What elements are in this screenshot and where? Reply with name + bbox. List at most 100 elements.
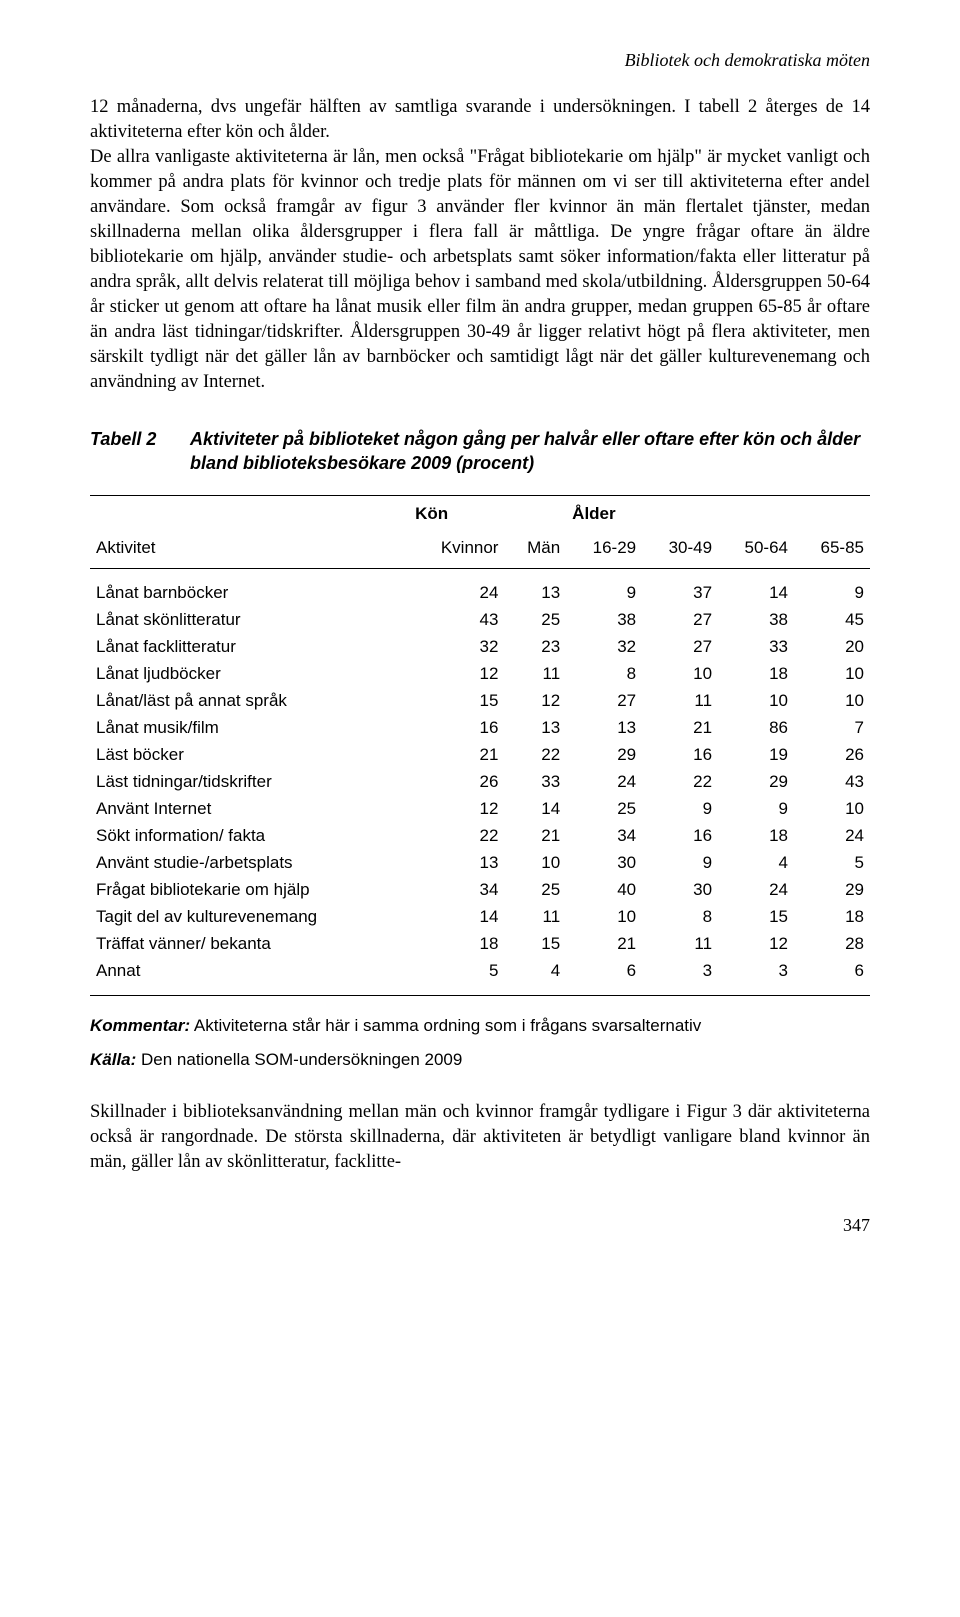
table-cell: 24 xyxy=(409,569,504,607)
table-cell: 20 xyxy=(794,634,870,661)
body-paragraphs: 12 månaderna, dvs ungefär hälften av sam… xyxy=(90,95,870,395)
table-cell: 32 xyxy=(566,634,642,661)
table-row: Frågat bibliotekarie om hjälp34254030242… xyxy=(90,877,870,904)
table-cell: 16 xyxy=(642,742,718,769)
paragraph-2: De allra vanligaste aktiviteterna är lån… xyxy=(90,147,870,392)
table-cell: Lånat facklitteratur xyxy=(90,634,409,661)
table-cell: 6 xyxy=(566,958,642,996)
table-cell: 26 xyxy=(409,769,504,796)
table-cell: 8 xyxy=(566,661,642,688)
table-row: Använt Internet1214259910 xyxy=(90,796,870,823)
table-cell: 14 xyxy=(718,569,794,607)
table-cell: 23 xyxy=(504,634,566,661)
table-cell: 45 xyxy=(794,607,870,634)
table-cell: 38 xyxy=(566,607,642,634)
table-cell: 21 xyxy=(504,823,566,850)
table-cell: 43 xyxy=(409,607,504,634)
table-cell: 4 xyxy=(504,958,566,996)
table-cell: 18 xyxy=(794,904,870,931)
table-cell: Träffat vänner/ bekanta xyxy=(90,931,409,958)
col-50-64: 50-64 xyxy=(718,532,794,569)
table-row: Träffat vänner/ bekanta181521111228 xyxy=(90,931,870,958)
table-cell: Tagit del av kulturevenemang xyxy=(90,904,409,931)
table-cell: Sökt information/ fakta xyxy=(90,823,409,850)
table-cell: 9 xyxy=(642,796,718,823)
table-cell: 10 xyxy=(794,688,870,715)
table-cell: 21 xyxy=(566,931,642,958)
table-title: Aktiviteter på biblioteket någon gång pe… xyxy=(190,427,870,476)
table-cell: 86 xyxy=(718,715,794,742)
table-cell: 13 xyxy=(566,715,642,742)
table-cell: Lånat/läst på annat språk xyxy=(90,688,409,715)
table-cell: 12 xyxy=(409,661,504,688)
table-cell: Lånat musik/film xyxy=(90,715,409,742)
table-cell: 13 xyxy=(409,850,504,877)
table-row: Lånat musik/film16131321867 xyxy=(90,715,870,742)
table-label: Tabell 2 xyxy=(90,427,190,476)
table-group-row: Kön Ålder xyxy=(90,496,870,533)
table-cell: 15 xyxy=(718,904,794,931)
table-cell: 33 xyxy=(718,634,794,661)
table-row: Sökt information/ fakta222134161824 xyxy=(90,823,870,850)
table-cell: 12 xyxy=(409,796,504,823)
table-cell: 10 xyxy=(718,688,794,715)
table-cell: 11 xyxy=(642,688,718,715)
table-cell: 27 xyxy=(642,607,718,634)
table-cell: 30 xyxy=(642,877,718,904)
table-cell: 34 xyxy=(409,877,504,904)
table-cell: 18 xyxy=(409,931,504,958)
table-row: Lånat barnböcker2413937149 xyxy=(90,569,870,607)
table-cell: 9 xyxy=(642,850,718,877)
table-cell: 32 xyxy=(409,634,504,661)
table-cell: 7 xyxy=(794,715,870,742)
table-cell: 15 xyxy=(409,688,504,715)
table-cell: 9 xyxy=(566,569,642,607)
table-cell: 3 xyxy=(718,958,794,996)
table-cell: 10 xyxy=(504,850,566,877)
table-cell: 18 xyxy=(718,823,794,850)
table-cell: Använt Internet xyxy=(90,796,409,823)
paragraph-1: 12 månaderna, dvs ungefär hälften av sam… xyxy=(90,97,870,142)
table-cell: Läst tidningar/tidskrifter xyxy=(90,769,409,796)
table-cell: 24 xyxy=(718,877,794,904)
table-cell: Lånat skönlitteratur xyxy=(90,607,409,634)
table-cell: 24 xyxy=(566,769,642,796)
table-row: Tagit del av kulturevenemang14111081518 xyxy=(90,904,870,931)
table-cell: 16 xyxy=(409,715,504,742)
table-cell: 10 xyxy=(566,904,642,931)
table-cell: 30 xyxy=(566,850,642,877)
table-cell: 16 xyxy=(642,823,718,850)
table-cell: 33 xyxy=(504,769,566,796)
table-cell: 5 xyxy=(409,958,504,996)
table-cell: 29 xyxy=(718,769,794,796)
col-16-29: 16-29 xyxy=(566,532,642,569)
table-row: Läst böcker212229161926 xyxy=(90,742,870,769)
table-cell: 21 xyxy=(642,715,718,742)
table-cell: 4 xyxy=(718,850,794,877)
table-cell: 10 xyxy=(794,796,870,823)
table-row: Använt studie-/arbetsplats131030945 xyxy=(90,850,870,877)
col-kvinnor: Kvinnor xyxy=(409,532,504,569)
table-cell: 26 xyxy=(794,742,870,769)
col-aktivitet: Aktivitet xyxy=(90,532,409,569)
table-cell: 22 xyxy=(504,742,566,769)
table-cell: 25 xyxy=(504,877,566,904)
table-cell: 10 xyxy=(794,661,870,688)
col-65-85: 65-85 xyxy=(794,532,870,569)
page-number: 347 xyxy=(90,1215,870,1236)
table-cell: 25 xyxy=(566,796,642,823)
table-column-row: Aktivitet Kvinnor Män 16-29 30-49 50-64 … xyxy=(90,532,870,569)
table-source: Källa: Den nationella SOM-undersökningen… xyxy=(90,1050,870,1070)
table-cell: 6 xyxy=(794,958,870,996)
table-cell: 40 xyxy=(566,877,642,904)
table-cell: 25 xyxy=(504,607,566,634)
table-cell: Använt studie-/arbetsplats xyxy=(90,850,409,877)
data-table: Kön Ålder Aktivitet Kvinnor Män 16-29 30… xyxy=(90,495,870,996)
table-row: Lånat facklitteratur322332273320 xyxy=(90,634,870,661)
source-text: Den nationella SOM-undersökningen 2009 xyxy=(136,1050,462,1069)
table-cell: 22 xyxy=(409,823,504,850)
table-cell: 22 xyxy=(642,769,718,796)
table-cell: 12 xyxy=(718,931,794,958)
table-cell: 19 xyxy=(718,742,794,769)
closing-paragraph: Skillnader i biblioteksanvändning mellan… xyxy=(90,1100,870,1175)
